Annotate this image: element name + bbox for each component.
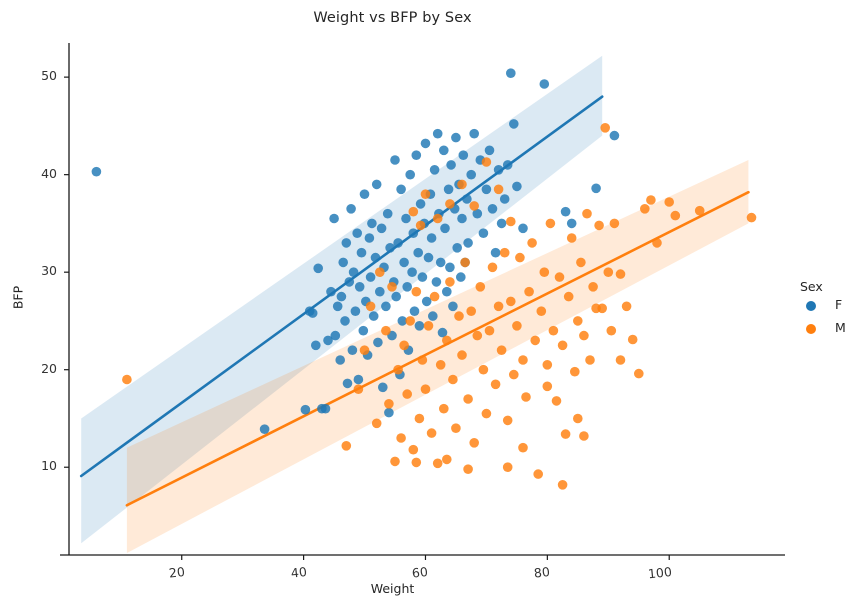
legend-marker-M: [806, 324, 816, 334]
legend-marker-F: [806, 301, 816, 311]
y-tick-label: 40: [41, 165, 57, 181]
y-tick-label: 20: [41, 360, 57, 376]
y-tick-label: 50: [41, 68, 57, 84]
x-tick-label: 20: [167, 564, 186, 581]
y-tick-label: 30: [41, 263, 57, 279]
x-tick-label: 40: [289, 564, 308, 581]
series-M: [122, 123, 757, 490]
legend-title: Sex: [800, 279, 823, 294]
y-tick-label: 10: [41, 458, 57, 474]
x-tick-label: 100: [647, 564, 673, 582]
x-axis-label: Weight: [370, 581, 415, 596]
x-tick-label: 80: [533, 564, 551, 581]
legend-label-M: M: [835, 320, 846, 335]
legend-label-F: F: [835, 297, 843, 312]
chart-title: Weight vs BFP by Sex: [313, 10, 472, 26]
x-tick-label: 60: [411, 564, 430, 581]
